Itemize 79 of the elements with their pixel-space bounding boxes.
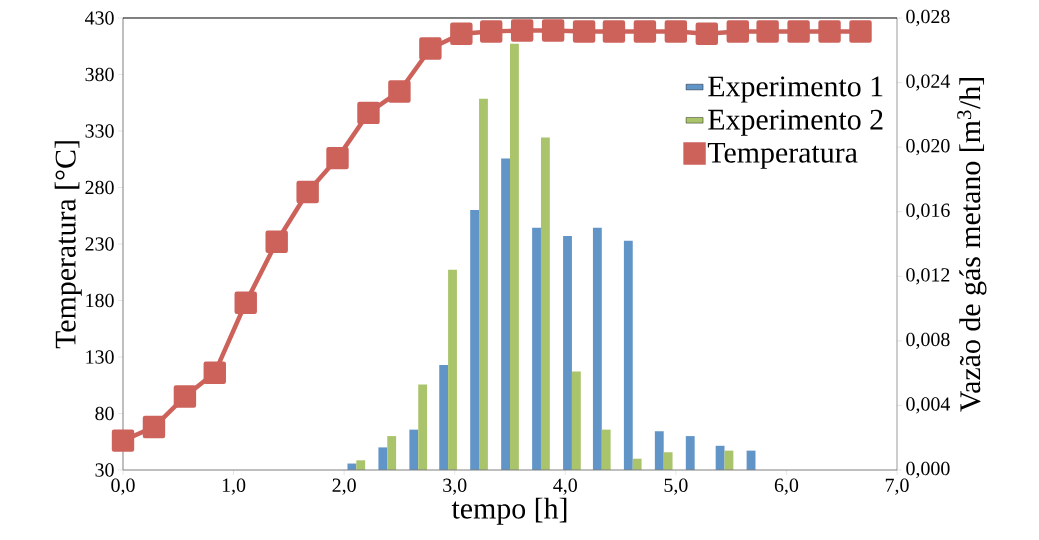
point bbox=[388, 80, 411, 103]
bar bbox=[685, 436, 695, 470]
point bbox=[450, 22, 473, 46]
point bbox=[326, 146, 349, 170]
legend-label: Experimento 1 bbox=[708, 76, 883, 103]
bar bbox=[378, 447, 388, 470]
y-tick-label: 130 bbox=[86, 350, 114, 364]
x-tick-label: 1,0 bbox=[222, 478, 246, 495]
y-tick-label: 230 bbox=[85, 237, 114, 251]
y-axis-title: Temperatura [°C] bbox=[54, 141, 82, 349]
point bbox=[572, 20, 596, 43]
y2-tick-label: 0,020 bbox=[906, 138, 950, 156]
bar bbox=[663, 452, 673, 470]
point bbox=[111, 429, 135, 452]
x-tick-label: 4,0 bbox=[553, 478, 577, 495]
x-tick-label: 7,0 bbox=[885, 478, 909, 495]
point bbox=[480, 20, 503, 43]
x-tick-label: 2,0 bbox=[332, 478, 356, 495]
point bbox=[818, 20, 841, 43]
bar bbox=[563, 235, 572, 470]
point bbox=[787, 20, 810, 43]
x-tick-label: 5,0 bbox=[664, 478, 688, 495]
bar bbox=[387, 436, 397, 470]
point bbox=[234, 291, 257, 314]
point bbox=[541, 19, 565, 42]
bar bbox=[532, 227, 541, 470]
point bbox=[142, 415, 166, 439]
y2-tick-label: 0,008 bbox=[906, 332, 950, 350]
bar bbox=[592, 227, 602, 470]
bar bbox=[448, 269, 457, 470]
y-tick-label: 430 bbox=[85, 11, 114, 25]
x-tick-label: 6,0 bbox=[774, 478, 799, 495]
x-tick-label: 3,0 bbox=[443, 478, 467, 495]
y2-tick-label: 0,028 bbox=[906, 9, 950, 27]
bar bbox=[470, 210, 480, 470]
bar bbox=[571, 371, 581, 470]
y2-tick-label: 0,012 bbox=[906, 268, 950, 285]
y2-axis-title: Vazão de gás metano [m$^{3}$/h] bbox=[957, 78, 987, 412]
point bbox=[849, 20, 872, 43]
point bbox=[296, 180, 319, 204]
y2-tick-label: 0,024 bbox=[906, 74, 951, 91]
bar bbox=[418, 384, 428, 470]
legend-label: Temperatura bbox=[707, 142, 858, 169]
y-tick-label: 330 bbox=[85, 124, 114, 138]
bar bbox=[601, 429, 611, 470]
y2-tick-label: 0,016 bbox=[906, 203, 950, 220]
y-tick-label: 80 bbox=[95, 406, 114, 421]
point bbox=[726, 20, 749, 43]
point bbox=[203, 361, 226, 385]
bar bbox=[409, 429, 419, 470]
bar bbox=[510, 43, 519, 470]
point bbox=[695, 22, 719, 46]
x-tick-label: 0,0 bbox=[111, 478, 135, 495]
bar bbox=[540, 137, 550, 470]
point bbox=[756, 20, 779, 43]
y-tick-label: 380 bbox=[85, 67, 114, 82]
y-tick-label: 30 bbox=[95, 463, 114, 477]
point bbox=[265, 230, 288, 253]
bar bbox=[715, 445, 725, 470]
point bbox=[510, 19, 534, 42]
point bbox=[419, 37, 442, 60]
bar bbox=[356, 460, 366, 470]
x-axis-title: tempo [h] bbox=[451, 497, 567, 525]
legend-label: Experimento 2 bbox=[708, 109, 883, 136]
bar bbox=[479, 98, 488, 470]
point bbox=[633, 20, 657, 43]
y-tick-label: 280 bbox=[85, 180, 114, 195]
point bbox=[173, 385, 197, 408]
bar bbox=[632, 458, 642, 470]
point bbox=[602, 20, 626, 43]
y-tick-label: 180 bbox=[86, 293, 114, 308]
bar bbox=[654, 431, 664, 470]
y2-tick-label: 0,004 bbox=[906, 397, 951, 414]
point bbox=[664, 20, 688, 43]
bar bbox=[623, 240, 633, 470]
bar bbox=[501, 158, 510, 470]
y2-tick-label: 0,000 bbox=[906, 461, 950, 479]
point bbox=[357, 101, 380, 125]
bar bbox=[439, 365, 449, 470]
